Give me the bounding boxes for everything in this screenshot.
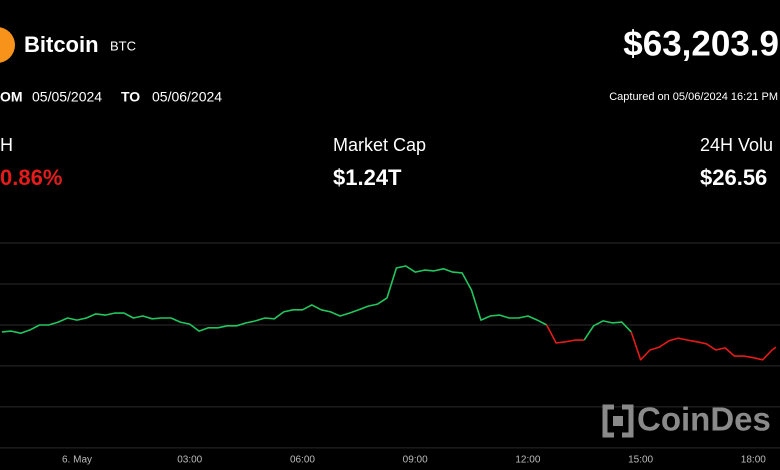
captured: Captured on 05/06/2024 16:21 PM (609, 91, 778, 103)
watermark: CoinDes (637, 401, 771, 438)
x-tick-label: 6. May (62, 455, 92, 466)
coin-name: Bitcoin (24, 32, 99, 57)
x-tick-label: 09:00 (403, 455, 428, 466)
watermark-logo (602, 404, 634, 438)
from-label: OM (0, 89, 23, 105)
x-tick-label: 18:00 (741, 455, 766, 466)
stat-label: Market Cap (333, 135, 426, 155)
x-tick-label: 03:00 (177, 455, 202, 466)
stat-label: 24H Volu (700, 135, 773, 155)
x-tick-label: 12:00 (515, 455, 540, 466)
price-line (545, 324, 777, 361)
price-line (1, 265, 632, 341)
stat-value: $26.56 (700, 165, 767, 190)
stat-value: $1.24T (333, 165, 402, 190)
stat-label: H (0, 135, 13, 155)
price: $63,203.9 (623, 24, 779, 63)
plot: 6. May 03:00 06:00 09:00 12:00 15:00 18:00 (0, 242, 780, 466)
x-tick-label: 06:00 (290, 455, 315, 466)
to-date: 05/06/2024 (152, 89, 222, 105)
to-label: TO (121, 89, 140, 105)
coin-symbol: BTC (110, 38, 136, 53)
from-date: 05/05/2024 (32, 89, 102, 105)
bitcoin-logo (0, 27, 15, 63)
x-tick-label: 15:00 (628, 455, 653, 466)
stat-value: 0.86% (0, 165, 62, 190)
